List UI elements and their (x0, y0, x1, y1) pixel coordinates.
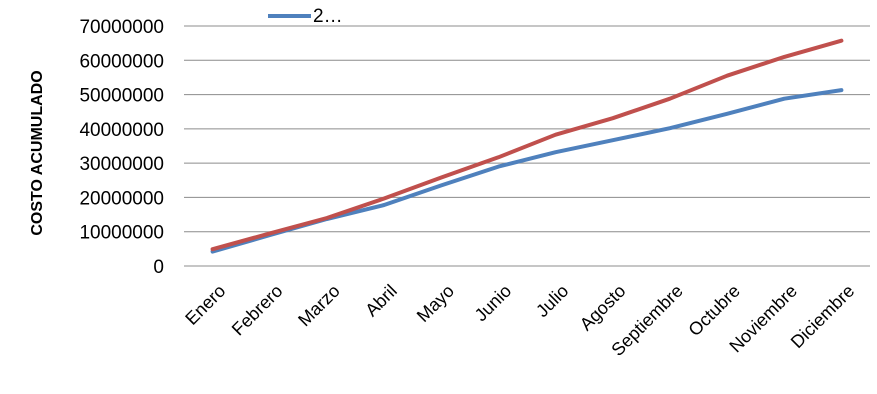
x-tick-label: Junio (471, 281, 516, 326)
y-tick-label: 10000000 (79, 223, 164, 244)
y-tick-label: 30000000 (79, 154, 164, 175)
x-tick-label: Octubre (684, 281, 743, 340)
legend: 2… (268, 6, 343, 27)
grid-lines (184, 25, 870, 267)
x-tick-label: Febrero (228, 281, 287, 340)
series-lines (210, 38, 844, 254)
y-tick-label: 50000000 (79, 86, 164, 107)
y-axis-label: COSTO ACUMULADO (29, 70, 46, 235)
y-tick-label: 0 (153, 257, 164, 278)
series-line-2 (210, 38, 844, 252)
y-tick-label: 20000000 (79, 188, 164, 209)
x-tick-label: Marzo (294, 281, 344, 331)
series-line-1 (210, 88, 844, 254)
legend-label: 2… (313, 6, 343, 27)
x-tick-label: Abril (361, 281, 401, 321)
y-axis-ticks: 0 10000000 20000000 30000000 40000000 5000000… (79, 17, 164, 278)
x-tick-label: Mayo (413, 281, 458, 326)
x-tick-label: Enero (181, 281, 229, 329)
y-tick-label: 40000000 (79, 120, 164, 141)
y-tick-label: 70000000 (79, 17, 164, 38)
y-tick-label: 60000000 (79, 51, 164, 72)
x-tick-label: Julio (532, 281, 572, 321)
x-tick-label: Agosto (576, 281, 630, 335)
